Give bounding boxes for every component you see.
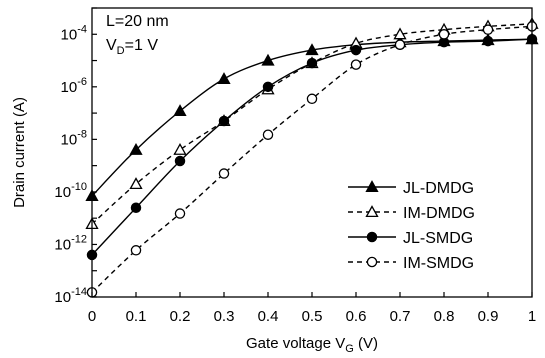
data-point-jl-smdg <box>218 115 230 127</box>
x-tick-label: 0.3 <box>214 308 235 325</box>
series-line-im-smdg <box>91 25 533 293</box>
legend-marker-im-smdg <box>366 256 378 268</box>
data-point-jl-dmdg <box>173 104 187 117</box>
x-axis-ticks: 0 0.1 0.2 0.3 0.4 0.5 0.6 0.7 0.8 0.9 1 <box>88 292 536 325</box>
x-tick-label: 0.9 <box>478 308 499 325</box>
x-tick-label: 1 <box>528 308 536 325</box>
y-tick-label: 10-14 <box>54 286 87 306</box>
y-tick-label: 10-4 <box>61 23 87 43</box>
y-axis-label: Drain current (A) <box>11 97 28 208</box>
data-point-im-smdg <box>130 245 142 256</box>
annotation-drain-voltage: VD=1 V <box>106 37 158 57</box>
data-point-im-smdg <box>394 39 406 50</box>
annotation-length: L=20 nm <box>106 13 169 30</box>
x-axis-label: Gate voltage VG (V) <box>246 335 378 355</box>
legend-marker-im-dmdg <box>365 205 379 218</box>
x-tick-label: 0.1 <box>126 308 147 325</box>
y-tick-label: 10-12 <box>54 233 87 253</box>
data-point-jl-smdg <box>130 202 142 213</box>
data-point-im-smdg <box>350 59 362 70</box>
legend-marker-jl-dmdg <box>365 180 379 193</box>
data-point-im-dmdg <box>173 142 187 155</box>
data-point-im-smdg <box>438 29 450 40</box>
x-tick-label: 0.2 <box>170 308 191 325</box>
legend-label-jl-smdg: JL-SMDG <box>403 230 473 247</box>
y-tick-label: 10-8 <box>61 128 87 148</box>
data-point-im-smdg <box>306 93 318 105</box>
data-point-im-smdg <box>174 208 186 219</box>
data-point-jl-dmdg <box>217 72 231 84</box>
x-tick-label: 0.8 <box>434 308 455 325</box>
y-tick-label: 10-10 <box>54 181 87 201</box>
data-point-im-dmdg <box>129 177 143 190</box>
y-axis-ticks: 10-14 10-12 10-10 10-8 10-6 10-4 <box>54 7 97 306</box>
data-point-jl-smdg <box>482 35 494 47</box>
y-tick-label: 10-6 <box>61 76 87 96</box>
data-point-jl-smdg <box>174 155 186 167</box>
data-point-jl-dmdg <box>305 43 319 56</box>
data-point-jl-smdg <box>306 57 318 69</box>
data-point-im-smdg <box>482 24 494 35</box>
data-point-jl-smdg <box>350 44 362 56</box>
x-tick-label: 0.7 <box>390 308 411 325</box>
series-markers <box>85 16 539 298</box>
data-point-jl-smdg <box>262 81 274 93</box>
data-point-jl-dmdg <box>129 142 143 155</box>
data-point-jl-dmdg <box>261 53 275 66</box>
x-tick-label: 0.5 <box>302 308 323 325</box>
x-tick-label: 0.4 <box>258 308 279 325</box>
data-point-im-smdg <box>218 168 230 179</box>
x-tick-label: 0 <box>88 308 96 325</box>
series-line-jl-smdg <box>91 38 533 256</box>
data-point-im-dmdg <box>393 27 407 40</box>
x-tick-label: 0.6 <box>346 308 367 325</box>
data-point-im-smdg <box>262 129 274 140</box>
legend: JL-DMDG IM-DMDG JL-SMDG IM-SMDG <box>348 180 475 272</box>
legend-marker-jl-smdg <box>366 231 378 243</box>
legend-label-im-dmdg: IM-DMDG <box>403 205 475 222</box>
legend-label-im-smdg: IM-SMDG <box>403 255 474 272</box>
legend-label-jl-dmdg: JL-DMDG <box>403 180 474 197</box>
